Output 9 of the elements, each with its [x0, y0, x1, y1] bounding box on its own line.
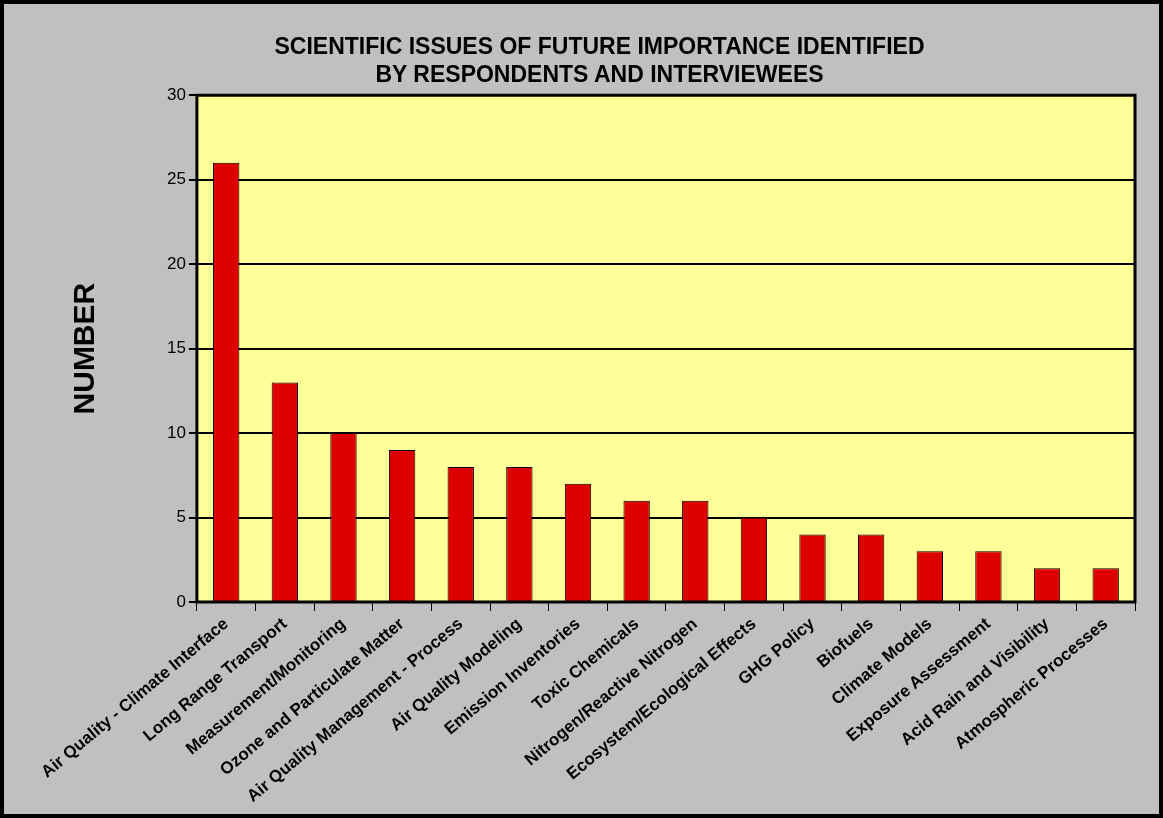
y-tick-label: 30 — [166, 84, 186, 104]
y-tick-label: 5 — [176, 507, 186, 527]
y-tick-label: 0 — [176, 591, 186, 611]
y-tick-label: 20 — [166, 253, 186, 273]
y-tick-label: 25 — [166, 169, 186, 189]
y-axis-title: NUMBER — [67, 282, 101, 415]
y-tick-label: 10 — [166, 422, 186, 442]
chart-title: SCIENTIFIC ISSUES OF FUTURE IMPORTANCE IDENTIFIED BY RESPONDENTS AND INTERVIEWEES — [274, 33, 925, 87]
y-tick-label: 15 — [166, 338, 186, 358]
